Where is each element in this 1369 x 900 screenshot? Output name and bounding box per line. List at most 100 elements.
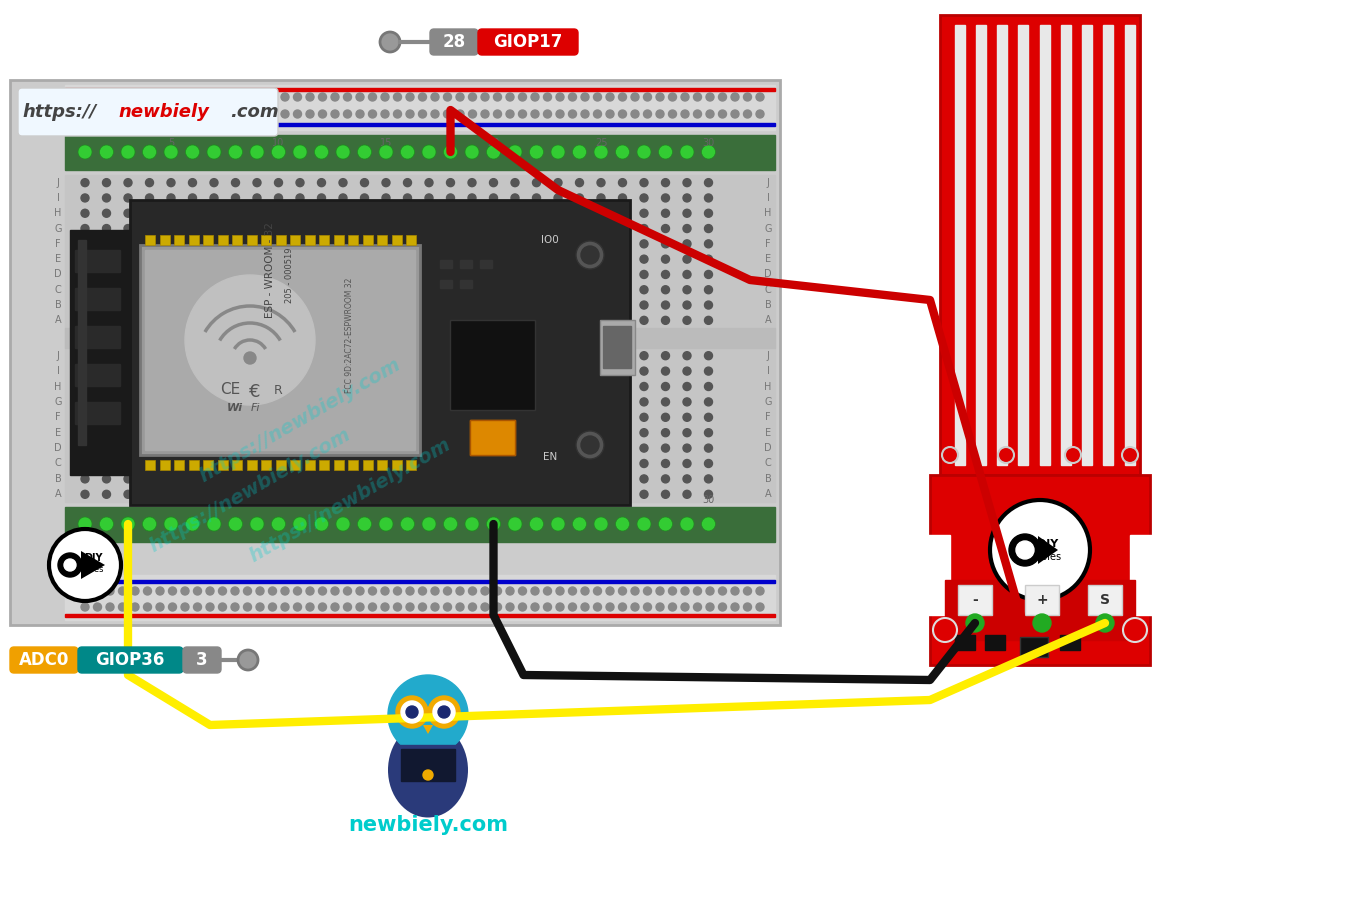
Circle shape [145,352,153,360]
Circle shape [293,145,307,159]
Circle shape [256,587,264,595]
Circle shape [639,491,648,499]
Bar [1025,585,1060,615]
Circle shape [533,301,541,309]
Circle shape [167,210,175,217]
Circle shape [281,587,289,595]
Text: -: - [972,593,977,607]
Circle shape [576,431,604,459]
Bar [930,475,1150,665]
Circle shape [145,256,153,263]
Circle shape [1123,447,1138,463]
Circle shape [531,587,539,595]
Circle shape [683,210,691,217]
Text: H: H [764,382,772,392]
Bar [376,460,387,470]
Circle shape [207,145,220,159]
Circle shape [244,352,256,364]
Circle shape [694,93,701,101]
Circle shape [594,517,608,531]
Circle shape [81,301,89,309]
Circle shape [490,240,497,248]
Circle shape [683,491,691,499]
Circle shape [404,286,412,293]
Circle shape [103,224,111,232]
Circle shape [490,382,497,391]
Circle shape [142,145,156,159]
Circle shape [639,460,648,467]
Circle shape [424,271,433,278]
Circle shape [393,603,401,611]
Circle shape [100,145,114,159]
Circle shape [407,706,418,718]
Circle shape [705,475,712,483]
Circle shape [189,286,197,293]
Bar [304,235,315,245]
Text: 25: 25 [594,495,608,505]
Circle shape [357,145,371,159]
Circle shape [209,210,218,217]
Circle shape [511,382,519,391]
Circle shape [1123,618,1147,642]
Circle shape [597,413,605,421]
Circle shape [120,517,136,531]
Circle shape [382,301,390,309]
Circle shape [156,110,164,118]
Circle shape [253,210,261,217]
Circle shape [81,194,89,202]
Circle shape [81,413,89,421]
Circle shape [533,317,541,324]
Circle shape [554,286,563,293]
Text: Fi: Fi [251,403,260,413]
Circle shape [231,603,240,611]
Circle shape [78,517,92,531]
Circle shape [307,93,314,101]
Circle shape [340,382,346,391]
Circle shape [616,517,630,531]
Circle shape [360,475,368,483]
Circle shape [619,398,627,406]
Bar [363,460,372,470]
Circle shape [125,413,131,421]
Circle shape [575,460,583,467]
Bar [75,364,120,386]
Circle shape [446,317,455,324]
Circle shape [511,286,519,293]
Circle shape [81,271,89,278]
Circle shape [519,587,527,595]
Circle shape [379,517,393,531]
Circle shape [637,145,652,159]
Circle shape [186,517,200,531]
Circle shape [93,93,101,101]
Circle shape [189,210,197,217]
Circle shape [145,460,153,467]
Circle shape [340,286,346,293]
Circle shape [705,301,712,309]
Text: R: R [274,383,282,397]
Circle shape [381,603,389,611]
Circle shape [619,382,627,391]
Circle shape [253,475,261,483]
Circle shape [81,224,89,232]
Circle shape [637,517,652,531]
Circle shape [253,413,261,421]
Text: Power: Power [1019,663,1062,677]
Circle shape [209,224,218,232]
Circle shape [554,367,563,375]
Text: C: C [765,284,771,295]
Circle shape [296,460,304,467]
Circle shape [181,93,189,101]
Circle shape [219,603,226,611]
Circle shape [189,256,197,263]
Circle shape [424,398,433,406]
Bar [64,85,775,130]
Circle shape [340,444,346,452]
Circle shape [318,491,326,499]
Text: GIOP36: GIOP36 [96,651,164,669]
Circle shape [597,210,605,217]
Bar [75,250,120,272]
Text: B: B [55,474,62,484]
Circle shape [81,286,89,293]
Circle shape [468,444,476,452]
Circle shape [193,603,201,611]
